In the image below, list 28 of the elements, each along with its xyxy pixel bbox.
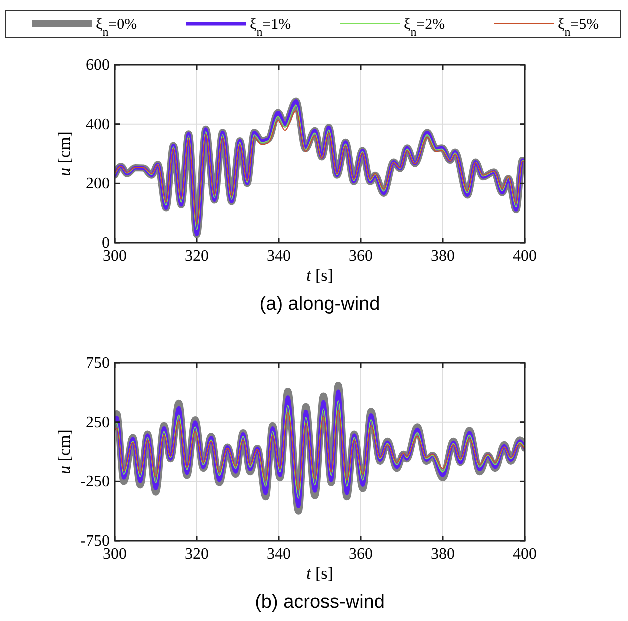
y-axis-title: u [cm] (55, 132, 74, 176)
y-tick-label: -250 (80, 474, 110, 491)
x-tick-label: 320 (185, 546, 209, 563)
y-tick-label: 400 (86, 116, 110, 134)
y-tick-label: 600 (86, 57, 110, 74)
x-tick-label: 320 (185, 248, 209, 265)
x-tick-label: 380 (431, 546, 455, 563)
x-tick-label: 360 (349, 546, 373, 563)
text: (b) across-wind (255, 592, 385, 613)
y-tick-label: 750 (86, 355, 110, 372)
legend-label: ξ$_{n}$=2% (404, 17, 446, 39)
legend-label: ξ$_{n}$=5% (558, 17, 600, 39)
x-tick-label: 300 (103, 546, 127, 563)
y-tick-label: 200 (86, 176, 110, 193)
text: (a) along-wind (260, 294, 380, 315)
legend-label: ξ$_{n}$=0% (96, 17, 138, 39)
x-tick-label: 400 (513, 546, 537, 563)
legend-label: ξ$_{n}$=1% (250, 17, 292, 39)
x-tick-label: 380 (431, 248, 455, 265)
y-axis-title: u [cm] (55, 430, 74, 474)
y-tick-label: 250 (86, 414, 110, 432)
x-tick-label: 300 (103, 248, 127, 265)
x-tick-label: 360 (349, 248, 373, 265)
x-tick-label: 400 (513, 248, 537, 265)
x-tick-label: 340 (267, 546, 291, 563)
x-tick-label: 340 (267, 248, 291, 265)
x-axis-title: t [s] (306, 564, 334, 583)
x-axis-title: t [s] (306, 266, 334, 285)
